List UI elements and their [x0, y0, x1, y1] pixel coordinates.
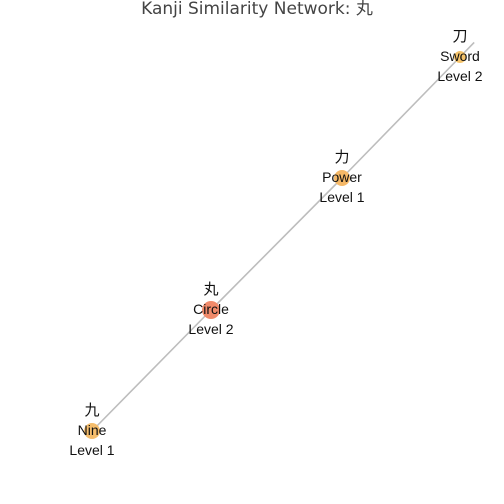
nodes-layer: 刀 Sword Level 2 力 Power Level 1 丸 Circle Level 2… — [69, 27, 482, 458]
node-meaning-power: Power — [322, 169, 362, 185]
node-kanji-nine: 九 — [84, 401, 99, 419]
node-kanji-circle: 丸 — [203, 280, 218, 298]
node-meaning-sword: Sword — [440, 48, 480, 64]
node-level-nine: Level 1 — [69, 442, 114, 458]
node-kanji-power: 力 — [334, 148, 349, 166]
node-circle[interactable]: 丸 Circle Level 2 — [188, 280, 233, 337]
node-marker-circle[interactable] — [202, 301, 220, 319]
node-meaning-circle: Circle — [193, 301, 229, 317]
node-level-power: Level 1 — [319, 189, 364, 205]
node-meaning-nine: Nine — [78, 422, 107, 438]
node-marker-nine[interactable] — [84, 423, 100, 439]
node-sword[interactable]: 刀 Sword Level 2 — [437, 27, 482, 84]
edges-layer — [91, 41, 475, 432]
edge-nine-circle — [91, 309, 212, 432]
node-marker-sword[interactable] — [454, 51, 466, 63]
edge-power-sword — [341, 56, 461, 179]
node-kanji-sword: 刀 — [452, 27, 467, 45]
node-level-circle: Level 2 — [188, 321, 233, 337]
edge-circle-power — [210, 177, 343, 311]
diagram-title: Kanji Similarity Network: 丸 — [141, 0, 373, 19]
node-level-sword: Level 2 — [437, 68, 482, 84]
node-power[interactable]: 力 Power Level 1 — [319, 148, 364, 205]
node-nine[interactable]: 九 Nine Level 1 — [69, 401, 114, 458]
node-marker-power[interactable] — [334, 170, 350, 186]
